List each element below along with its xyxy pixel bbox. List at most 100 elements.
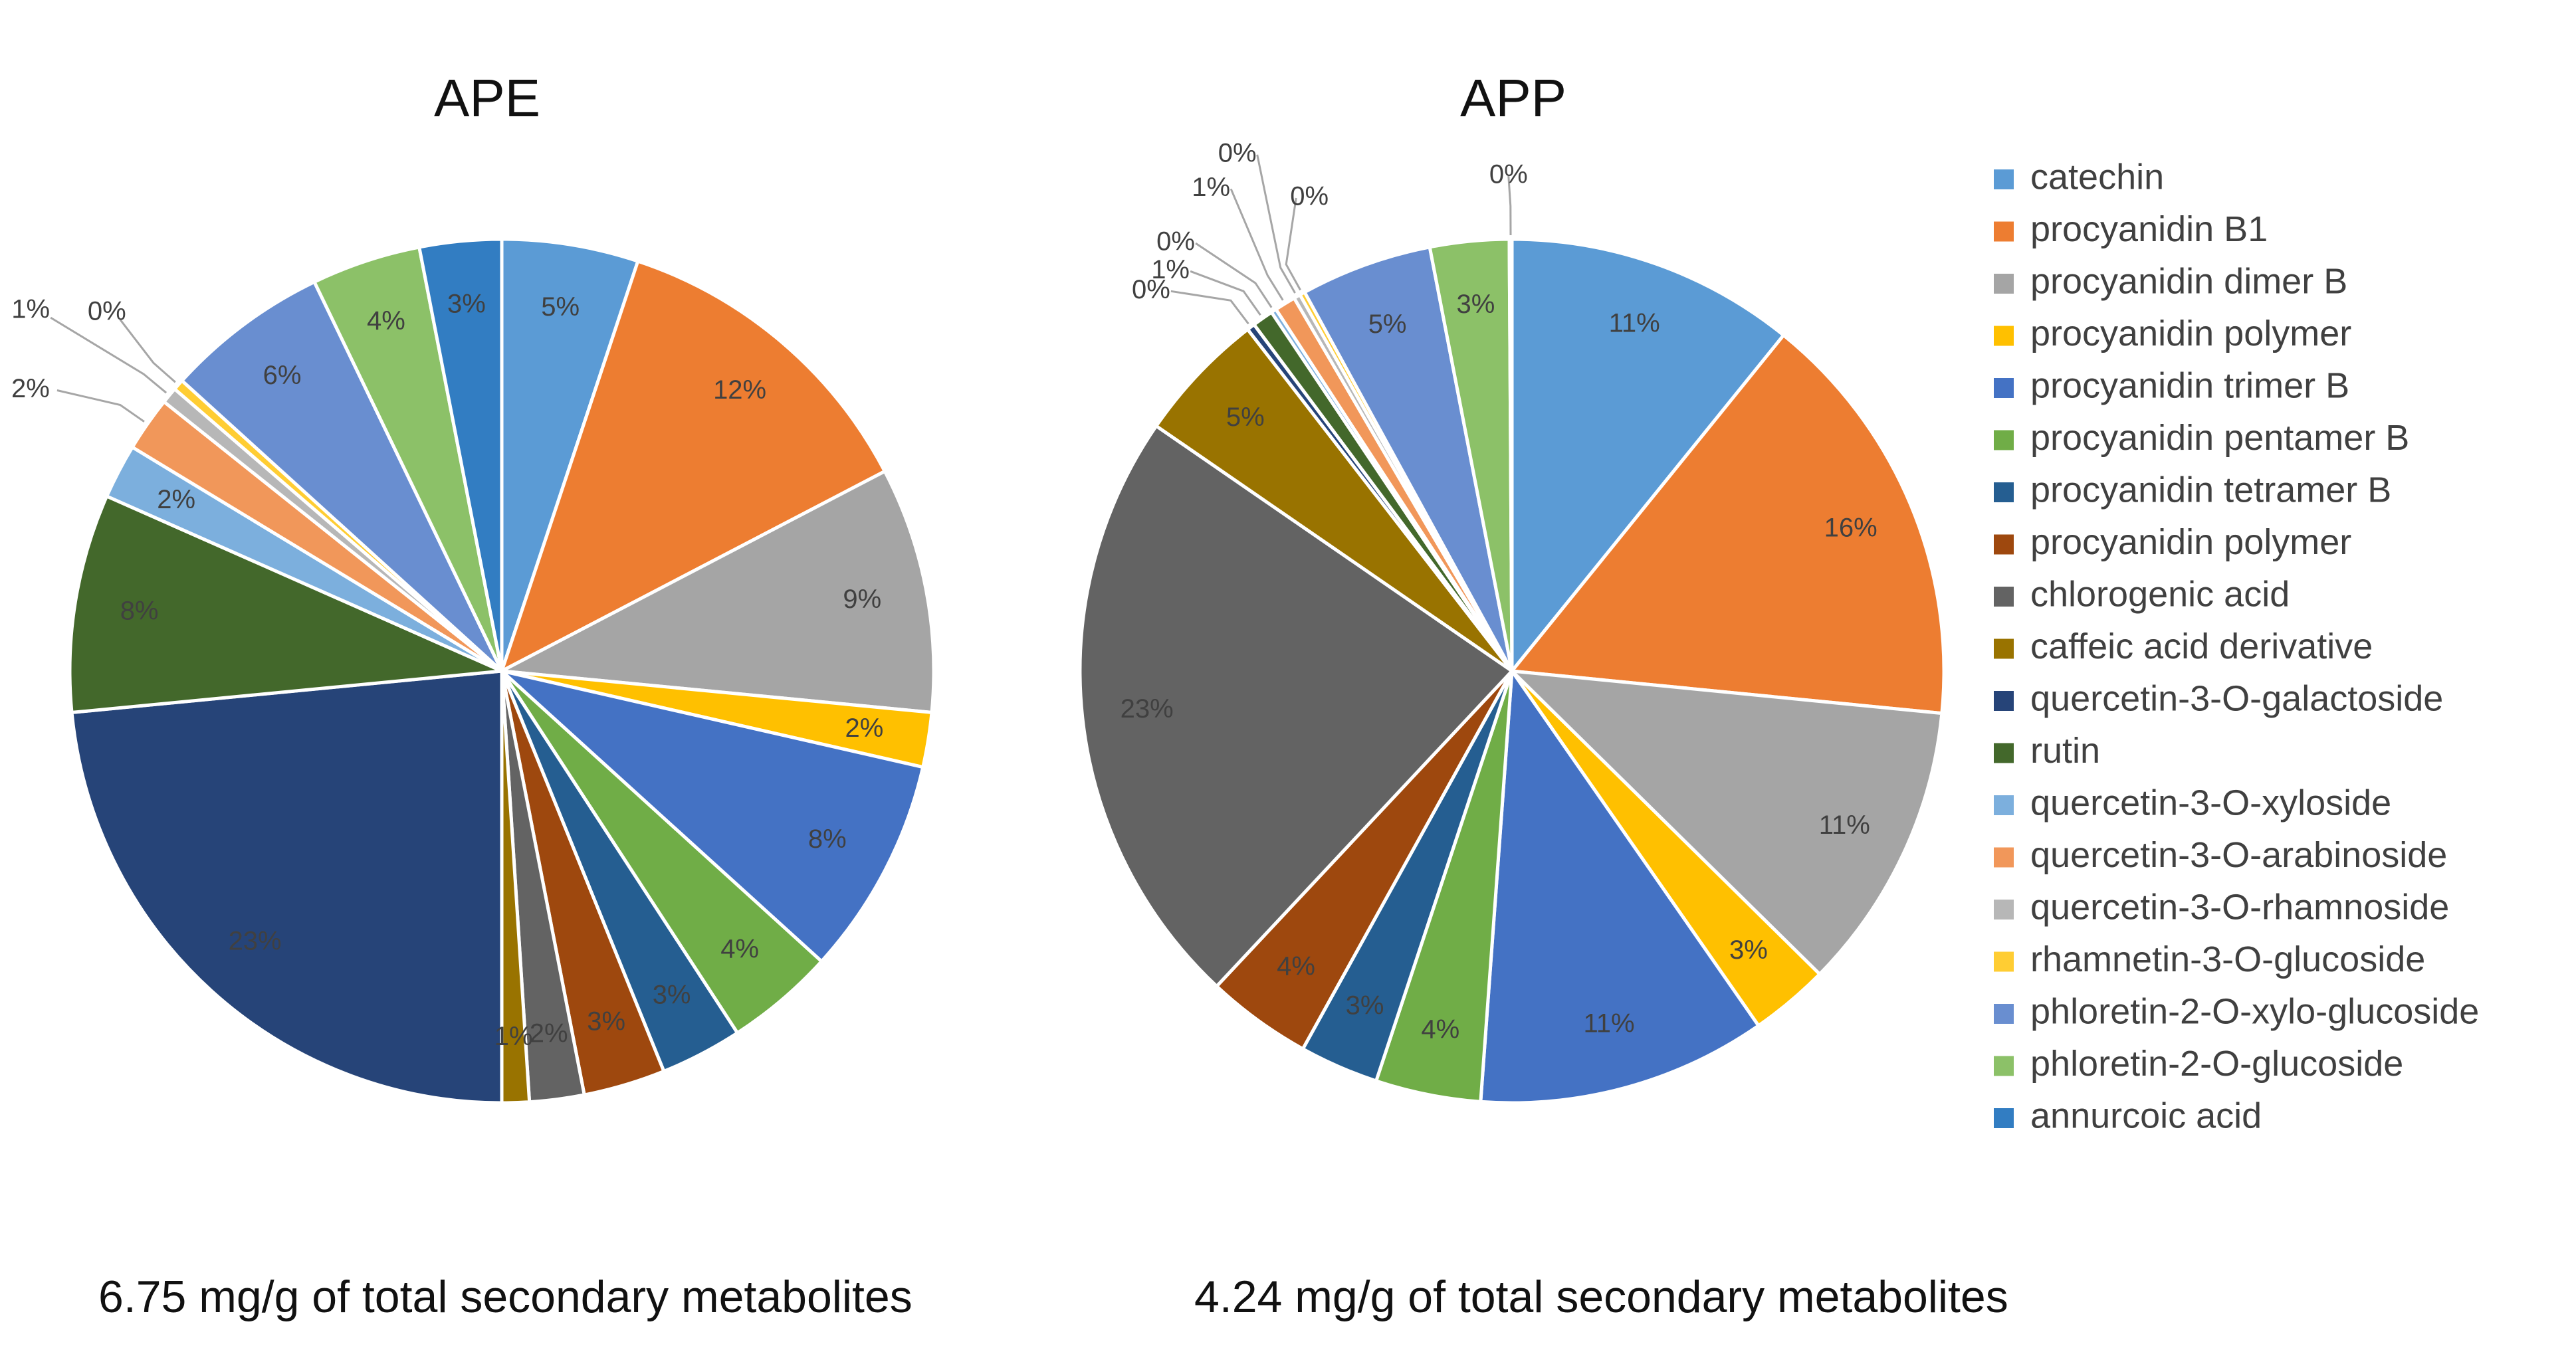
legend-swatch	[1994, 951, 2014, 972]
slice-label-ape-16: 0%	[88, 297, 126, 326]
slice-label-app-16: 0%	[1290, 182, 1329, 211]
callout-line-app-14	[1230, 188, 1284, 301]
slice-label-app-14: 1%	[1192, 173, 1230, 202]
legend-label: phloretin-2-O-glucoside	[2030, 1044, 2403, 1084]
slice-label-app-2: 16%	[1824, 513, 1878, 542]
legend-item: procyanidin polymer	[1994, 522, 2351, 562]
legend-label: rhamnetin-3-O-glucoside	[2030, 939, 2425, 979]
legend-item: procyanidin pentamer B	[1994, 418, 2409, 458]
legend-item: phloretin-2-O-glucoside	[1994, 1044, 2403, 1084]
slice-label-app-1: 11%	[1609, 309, 1660, 338]
callout-line-app-13	[1195, 242, 1273, 308]
slice-label-app-12: 1%	[1151, 255, 1190, 284]
legend-swatch	[1994, 1108, 2014, 1128]
chart-title-app: APP	[1460, 68, 1566, 128]
slice-label-app-6: 4%	[1421, 1015, 1459, 1044]
slice-label-ape-6: 4%	[720, 934, 759, 963]
slice-label-app-8: 4%	[1277, 951, 1315, 981]
legend-item: chlorogenic acid	[1994, 574, 2290, 614]
legend-item: phloretin-2-O-xylo-glucoside	[1994, 991, 2479, 1031]
legend-label: quercetin-3-O-arabinoside	[2030, 835, 2447, 875]
legend-label: quercetin-3-O-galactoside	[2030, 678, 2443, 718]
slice-label-ape-8: 3%	[587, 1007, 625, 1036]
legend-swatch	[1994, 378, 2014, 398]
pie-slice-app-5	[1479, 666, 1761, 1105]
legend-label: chlorogenic acid	[2030, 574, 2290, 614]
slice-label-app-9: 23%	[1121, 694, 1174, 724]
slice-label-app-19: 0%	[1489, 160, 1528, 189]
slice-label-ape-11: 23%	[229, 927, 282, 956]
slice-label-app-15: 0%	[1218, 138, 1257, 167]
slice-label-app-10: 5%	[1226, 403, 1265, 432]
legend-swatch	[1994, 430, 2014, 450]
legend: catechin procyanidin B1 procyanidin dimer …	[1994, 157, 2479, 1135]
slice-label-ape-18: 4%	[367, 306, 405, 336]
legend-label: procyanidin polymer	[2030, 314, 2351, 353]
caption-app: 4.24 mg/g of total secondary metabolites	[1194, 1272, 2008, 1322]
caption-ape: 6.75 mg/g of total secondary metabolites	[98, 1272, 912, 1322]
legend-item: procyanidin dimer B	[1994, 261, 2347, 301]
legend-label: procyanidin pentamer B	[2030, 418, 2409, 458]
legend-label: procyanidin dimer B	[2030, 261, 2347, 301]
legend-swatch	[1994, 587, 2014, 607]
callout-line-ape-15	[50, 316, 167, 394]
legend-label: catechin	[2030, 157, 2164, 197]
legend-item: quercetin-3-O-arabinoside	[1994, 835, 2447, 875]
pie-slice-ape-3	[496, 468, 936, 715]
callout-line-app-19	[1507, 175, 1512, 236]
pie-slice-app-17	[1302, 244, 1514, 672]
legend-label: quercetin-3-O-xyloside	[2030, 783, 2391, 823]
callout-line-app-16	[1285, 197, 1301, 291]
pie-slice-app-19	[1507, 237, 1514, 672]
legend-item: procyanidin trimer B	[1994, 365, 2349, 405]
pie-slice-ape-2	[498, 258, 887, 675]
pie-chart-app: APP 11%16%11%3%11%4%3%4%23%5%0%1%0%1%0%0…	[1078, 68, 2008, 1322]
slice-label-ape-1: 5%	[541, 292, 580, 322]
slice-label-app-7: 3%	[1346, 991, 1384, 1020]
legend-item: rutin	[1994, 731, 2100, 771]
legend-swatch	[1994, 847, 2014, 868]
pie-slice-app-3	[1507, 668, 1944, 977]
slice-label-ape-19: 3%	[447, 290, 486, 319]
legend-swatch	[1994, 691, 2014, 711]
legend-swatch	[1994, 1056, 2014, 1076]
slice-label-ape-5: 8%	[808, 824, 847, 854]
slice-label-app-13: 0%	[1156, 227, 1195, 256]
legend-label: procyanidin B1	[2030, 209, 2268, 249]
slice-label-app-5: 11%	[1583, 1009, 1634, 1038]
legend-label: annurcoic acid	[2030, 1096, 2262, 1135]
legend-item: rhamnetin-3-O-glucoside	[1994, 939, 2425, 979]
pie-slice-ape-1	[500, 237, 640, 672]
legend-swatch	[1994, 795, 2014, 815]
slice-label-ape-13: 2%	[157, 485, 195, 514]
legend-label: rutin	[2030, 731, 2100, 771]
pie-slice-ape-19	[417, 237, 504, 672]
legend-item: procyanidin tetramer B	[1994, 470, 2391, 510]
slice-label-app-3: 11%	[1819, 811, 1870, 840]
pie-slice-app-9	[1078, 423, 1515, 989]
pie-slice-ape-11	[70, 669, 504, 1105]
slice-label-ape-7: 3%	[653, 980, 691, 1009]
slice-label-ape-12: 8%	[120, 596, 159, 625]
pie-slice-ape-5	[496, 668, 925, 964]
slice-label-ape-9: 2%	[530, 1019, 568, 1048]
slice-labels-app: 11%16%11%3%11%4%3%4%23%5%0%1%0%1%0%0%5%3…	[1121, 138, 1878, 1044]
legend-swatch	[1994, 638, 2014, 659]
pie-slice-ape-17	[179, 280, 504, 672]
legend-item: caffeic acid derivative	[1994, 627, 2373, 666]
callout-line-ape-14	[56, 389, 145, 423]
legend-item: annurcoic acid	[1994, 1096, 2262, 1135]
legend-label: phloretin-2-O-xylo-glucoside	[2030, 991, 2479, 1031]
slice-label-ape-3: 9%	[843, 585, 881, 614]
callout-line-ape-16	[119, 319, 176, 383]
slice-label-ape-17: 6%	[263, 361, 302, 390]
legend-swatch	[1994, 326, 2014, 346]
slice-label-ape-14: 2%	[11, 374, 50, 403]
legend-swatch	[1994, 743, 2014, 763]
callout-line-app-11	[1170, 290, 1249, 325]
legend-label: procyanidin trimer B	[2030, 365, 2349, 405]
slice-label-app-17: 5%	[1368, 310, 1407, 339]
chart-title-ape: APE	[434, 68, 540, 128]
pie-slice-app-2	[1509, 333, 1946, 716]
